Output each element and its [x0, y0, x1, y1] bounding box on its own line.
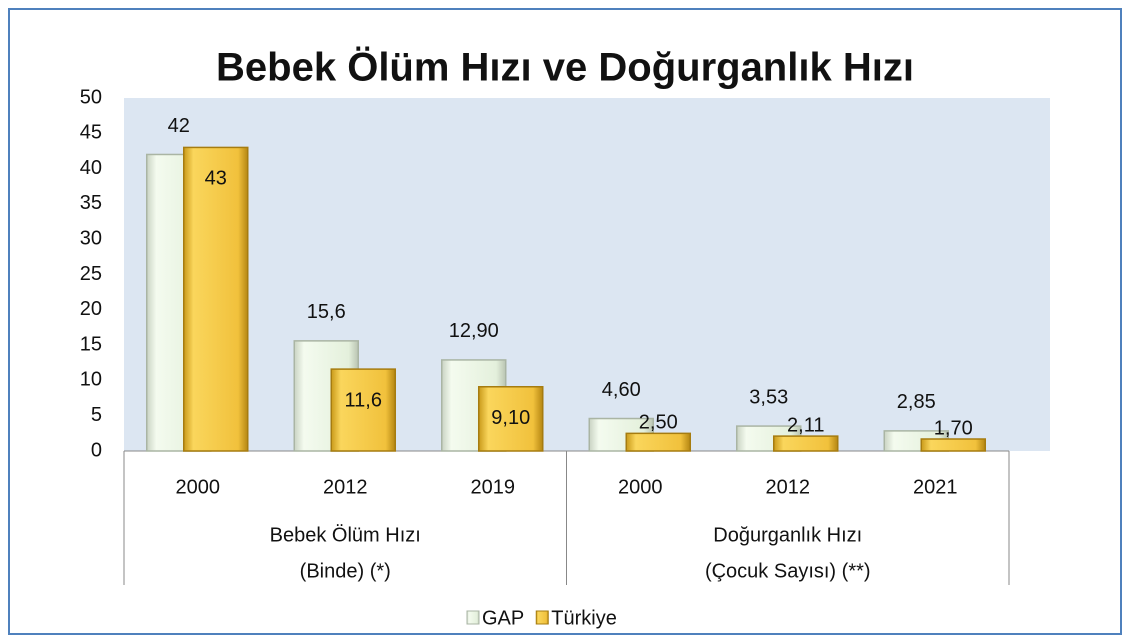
x-tick-label: 2000 [176, 476, 221, 498]
x-tick-label: 2019 [471, 476, 516, 498]
bar [920, 438, 986, 452]
data-label: 1,70 [934, 417, 973, 439]
data-label: 2,85 [897, 391, 936, 413]
data-label: 3,53 [749, 386, 788, 408]
data-label: 2,50 [639, 412, 678, 434]
group-label: (Çocuk Sayısı) (**) [705, 560, 871, 582]
data-label: 11,6 [345, 389, 382, 411]
y-tick-label: 40 [80, 157, 102, 179]
data-label: 15,6 [307, 301, 346, 323]
bar [478, 386, 544, 452]
x-tick-label: 2012 [766, 476, 811, 498]
data-label: 9,10 [491, 407, 530, 429]
legend-label: Türkiye [551, 607, 617, 629]
x-tick-label: 2000 [618, 476, 663, 498]
bar [625, 432, 691, 452]
data-label: 42 [168, 115, 190, 137]
data-label: 2,11 [787, 414, 824, 436]
group-label: Bebek Ölüm Hızı [270, 524, 421, 546]
y-tick-label: 45 [80, 122, 102, 144]
plot-area [124, 98, 1050, 451]
x-tick-label: 2021 [913, 476, 958, 498]
y-tick-label: 10 [80, 369, 102, 391]
frame [8, 8, 1122, 635]
y-tick-label: 15 [80, 333, 102, 355]
group-label: Doğurganlık Hızı [713, 524, 862, 546]
bar [183, 146, 249, 452]
legend-swatch [466, 610, 480, 625]
data-label: 12,90 [449, 320, 499, 342]
y-tick-label: 0 [91, 439, 102, 461]
y-tick-label: 20 [80, 298, 102, 320]
legend-label: GAP [482, 607, 524, 629]
y-tick-label: 5 [91, 404, 102, 426]
y-tick-label: 25 [80, 263, 102, 285]
group-label: (Binde) (*) [300, 560, 391, 582]
legend-swatch [535, 610, 549, 625]
chart-title: Bebek Ölüm Hızı ve Doğurganlık Hızı [216, 45, 914, 90]
bar [773, 435, 839, 452]
y-tick-label: 35 [80, 192, 102, 214]
data-label: 43 [205, 168, 227, 190]
bar [330, 368, 396, 452]
x-tick-label: 2012 [323, 476, 368, 498]
data-label: 4,60 [602, 379, 641, 401]
y-tick-label: 50 [80, 86, 102, 108]
y-tick-label: 30 [80, 227, 102, 249]
